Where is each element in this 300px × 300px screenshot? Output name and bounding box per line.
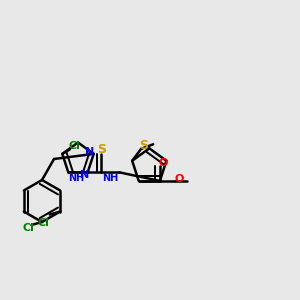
Text: Cl: Cl (22, 223, 34, 233)
Text: Cl: Cl (68, 141, 80, 152)
Text: O: O (158, 158, 167, 168)
Text: Cl: Cl (38, 218, 50, 229)
Text: S: S (97, 143, 106, 156)
Text: S: S (139, 139, 148, 152)
Text: NH: NH (102, 173, 119, 183)
Text: N: N (85, 147, 94, 158)
Text: O: O (175, 174, 184, 184)
Text: NH: NH (68, 173, 84, 183)
Text: N: N (80, 170, 89, 180)
